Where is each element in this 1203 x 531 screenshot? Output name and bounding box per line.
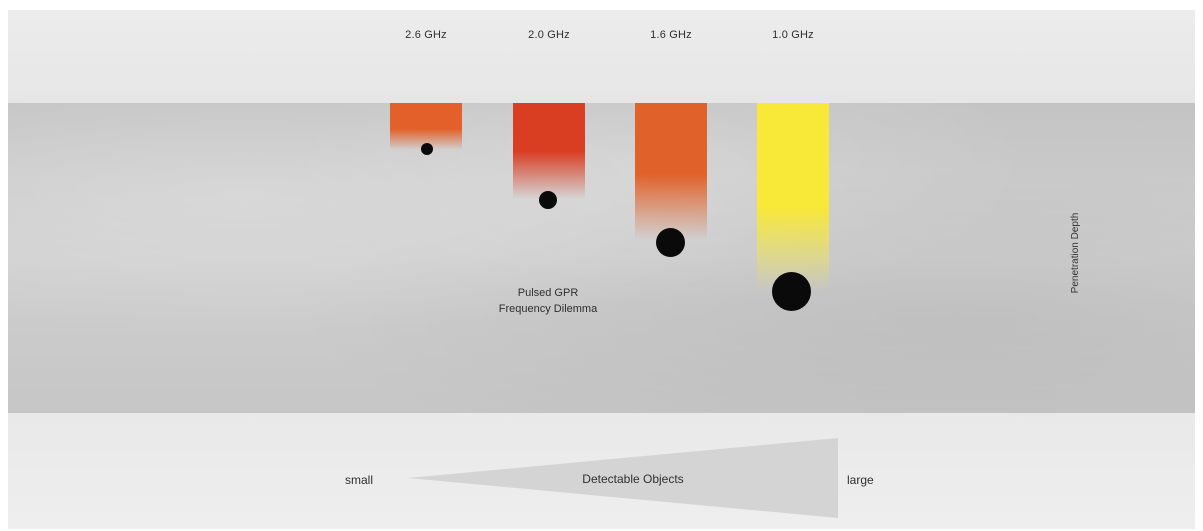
detectable-objects-label: Detectable Objects [582,472,684,486]
freq-label-1-0: 1.0 GHz [772,29,814,41]
object-size-wedge [408,438,838,518]
large-label: large [847,473,874,487]
freq-label-1-6: 1.6 GHz [650,29,692,41]
surface-band [8,10,1195,103]
concrete-slab [8,103,1195,413]
penetration-bar-2-6 [390,103,462,150]
object-dot-2-6 [421,143,433,155]
object-dot-1-6 [656,228,685,257]
freq-label-2-6: 2.6 GHz [405,29,447,41]
penetration-bar-1-0 [757,103,829,291]
penetration-bar-1-6 [635,103,707,240]
penetration-bar-2-0 [513,103,585,199]
penetration-depth-label: Penetration Depth [1070,212,1081,294]
object-dot-1-0 [772,272,811,311]
diagram-title: Pulsed GPR Frequency Dilemma [478,285,618,317]
diagram-title-line2: Frequency Dilemma [498,303,598,315]
diagram-title-line1: Pulsed GPR [517,287,579,299]
object-dot-2-0 [539,191,557,209]
small-label: small [345,473,374,487]
freq-label-2-0: 2.0 GHz [528,29,570,41]
